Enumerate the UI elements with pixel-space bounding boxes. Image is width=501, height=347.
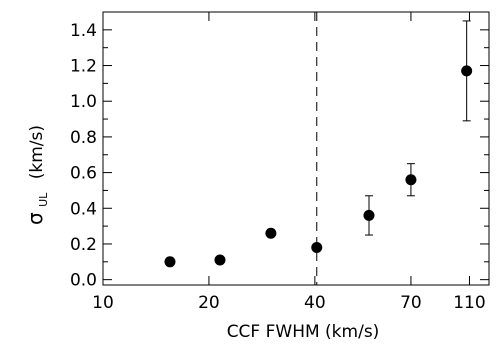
data-point: [405, 174, 417, 186]
y-axis-title: σ UL (km/s): [23, 125, 52, 225]
x-axis-title: CCF FWHM (km/s): [227, 322, 380, 342]
x-axis-ticks: 10 20 40 70 110: [92, 12, 486, 313]
y-tick-label: 0.4: [70, 199, 97, 219]
y-tick-label: 1.4: [70, 21, 97, 41]
data-point: [265, 227, 277, 239]
plot-frame: [102, 11, 490, 286]
svg-text:σ UL (km/s): σ UL (km/s): [23, 125, 52, 225]
y-tick-label: 0.0: [70, 271, 97, 291]
y-axis-symbol: σ: [23, 212, 47, 225]
data-point: [363, 209, 375, 221]
y-axis-subscript: UL: [37, 192, 50, 207]
y-tick-label: 0.2: [70, 235, 97, 255]
y-axis-unit: (km/s): [27, 125, 47, 179]
x-tick-label: 40: [304, 293, 326, 313]
data-point: [311, 242, 323, 254]
x-tick-label: 20: [198, 293, 220, 313]
y-tick-label: 1.0: [70, 92, 97, 112]
y-axis-ticks: 0.0 0.2 0.4 0.6 0.8 1.0 1.2 1.4: [70, 11, 489, 291]
data-point: [214, 254, 226, 266]
x-tick-label: 10: [92, 293, 114, 313]
y-tick-label: 0.6: [70, 164, 97, 184]
data-point: [164, 256, 176, 268]
plot-border: [102, 11, 490, 286]
x-tick-label: 70: [400, 293, 422, 313]
data-marks: [164, 20, 473, 268]
y-tick-label: 0.8: [70, 128, 97, 148]
x-tick-label: 110: [453, 293, 485, 313]
y-tick-label: 1.2: [70, 57, 97, 77]
data-point: [461, 65, 473, 77]
